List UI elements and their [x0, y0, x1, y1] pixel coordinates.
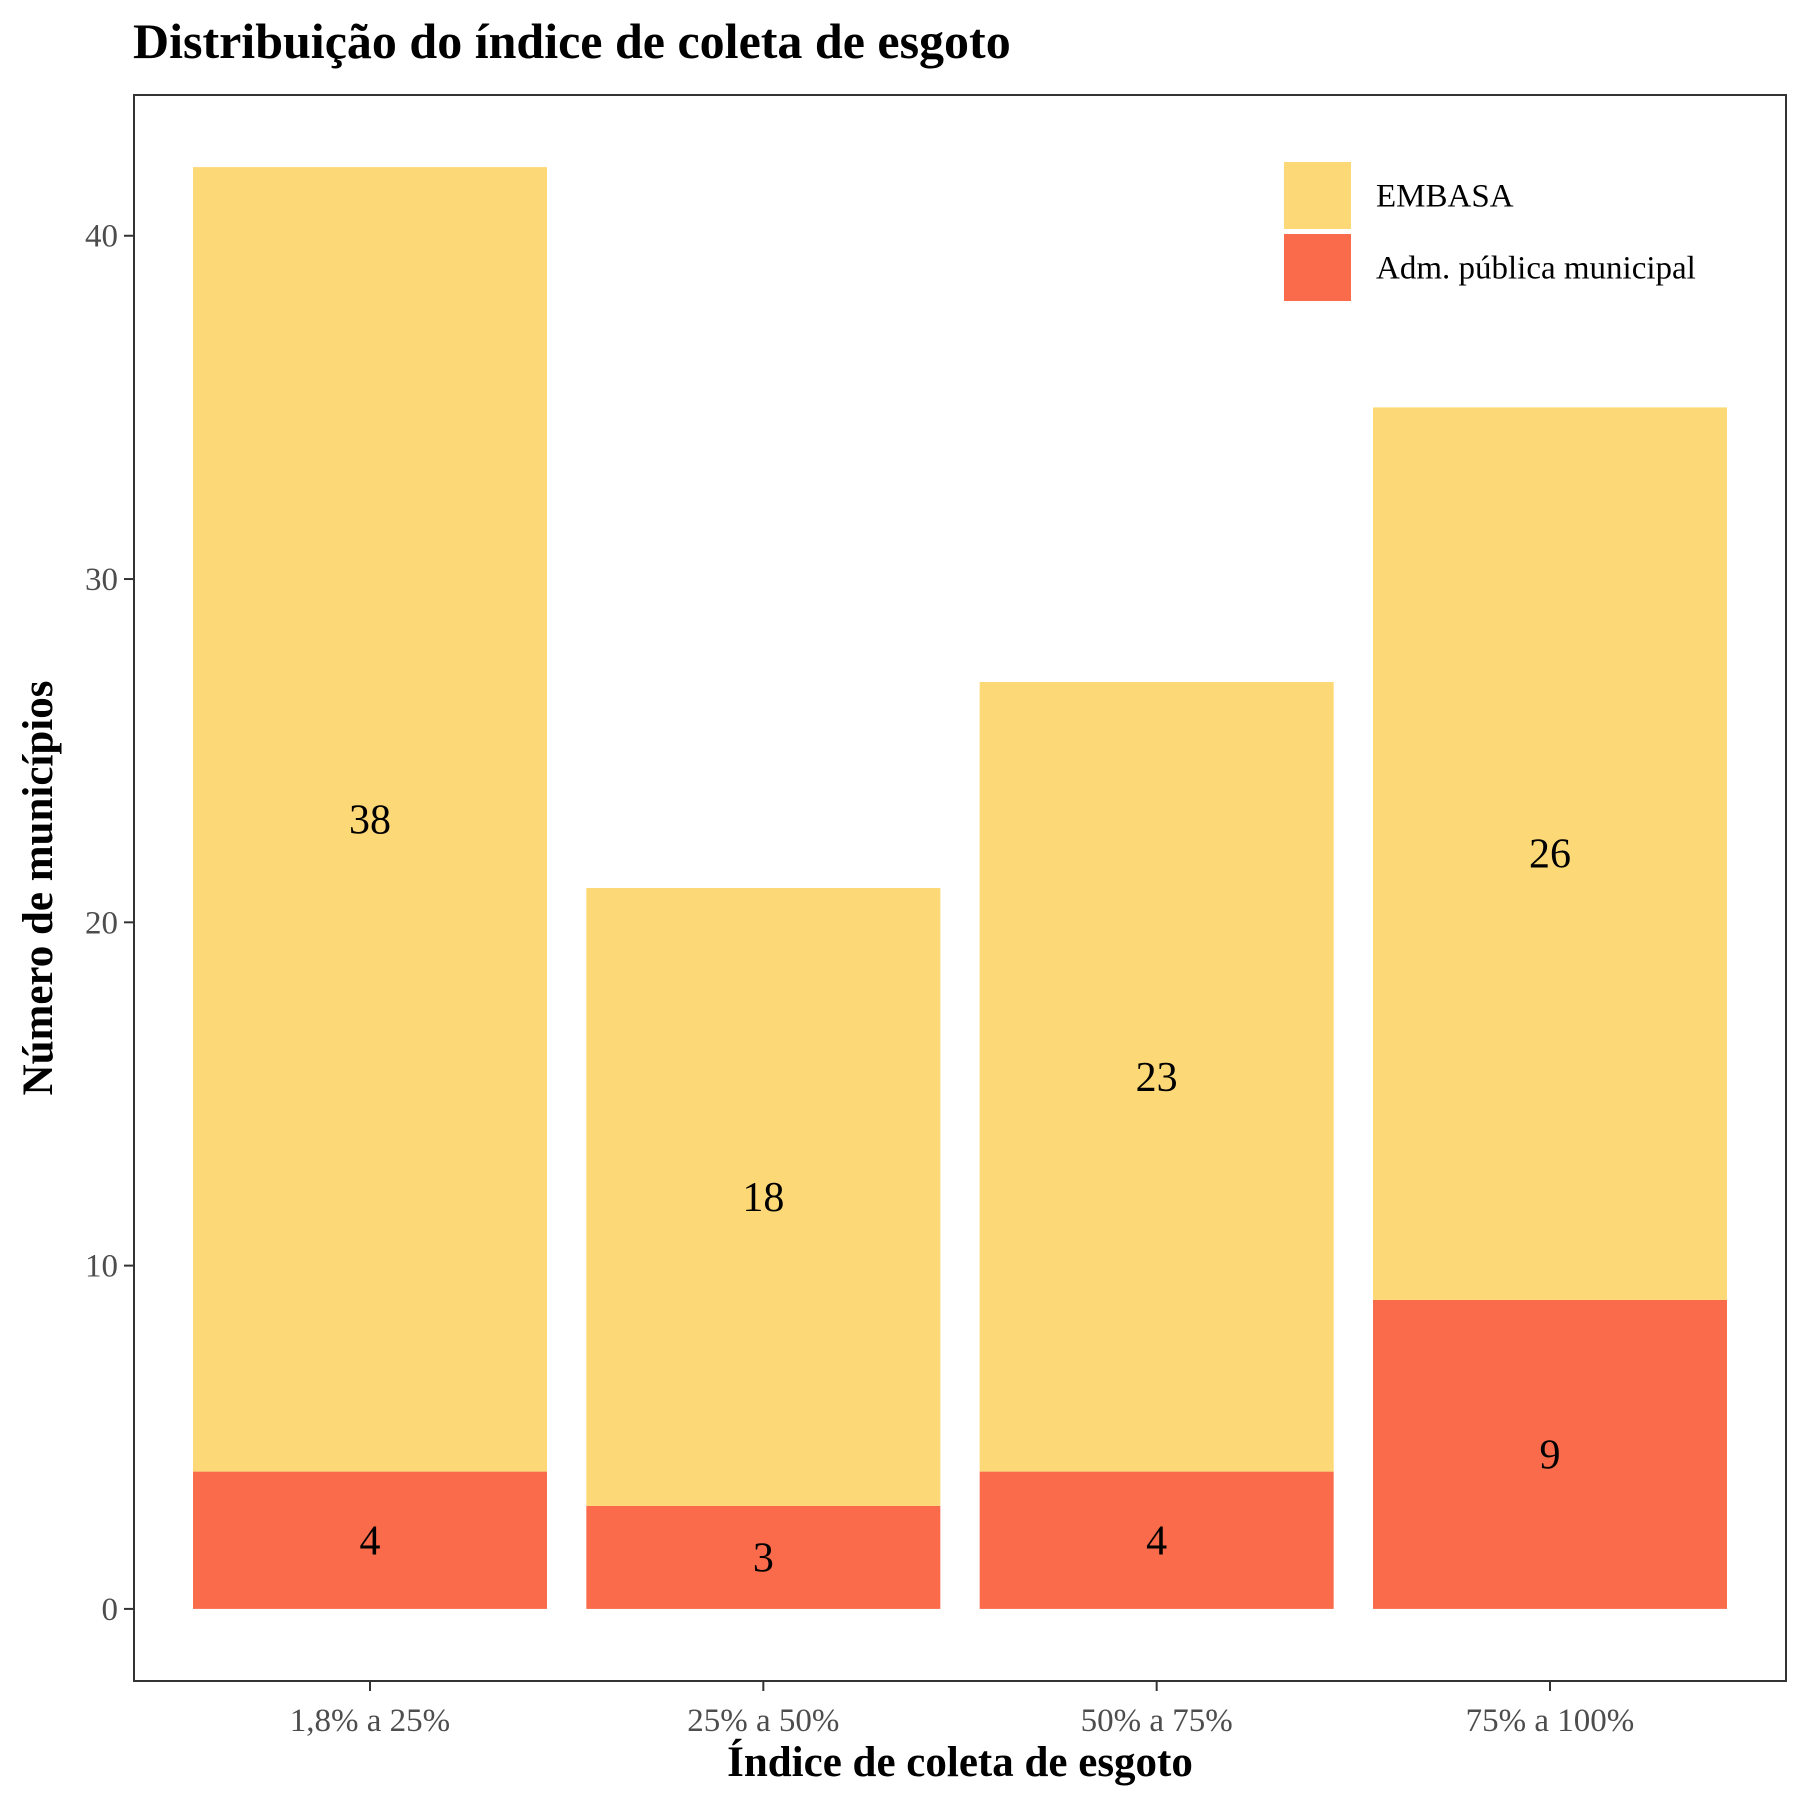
x-tick-label: 50% a 75% [1081, 1703, 1233, 1739]
bar-value-label: 3 [753, 1535, 774, 1581]
bar-segment [1373, 407, 1727, 1300]
x-tick-label: 75% a 100% [1466, 1703, 1635, 1739]
x-axis-title: Índice de coleta de esgoto [727, 1739, 1193, 1786]
y-tick-label: 10 [85, 1249, 118, 1285]
x-axis: 1,8% a 25% 25% a 50% 50% a 75% 75% a 100% [290, 1681, 1635, 1739]
legend-key [1284, 234, 1351, 301]
x-tick-label: 25% a 50% [687, 1703, 839, 1739]
bar-segment [193, 167, 547, 1472]
x-tick-label: 1,8% a 25% [290, 1703, 450, 1739]
legend-label: Adm. pública municipal [1376, 251, 1696, 287]
bar-value-label: 23 [1136, 1055, 1178, 1101]
legend-label: EMBASA [1376, 179, 1514, 215]
chart-title: Distribuição do índice de coleta de esgo… [133, 13, 1011, 69]
legend: EMBASA Adm. pública municipal [1284, 162, 1696, 301]
bar-segment [1373, 1299, 1727, 1609]
y-tick-label: 40 [85, 219, 118, 255]
bar-value-label: 18 [742, 1175, 784, 1221]
y-axis: 0 10 20 30 40 [85, 219, 134, 1628]
y-axis-title: Número de municípios [15, 681, 62, 1096]
bar-segment [193, 1471, 547, 1609]
bar-segment [979, 682, 1334, 1472]
legend-key [1284, 162, 1351, 229]
bar-value-label: 4 [360, 1518, 381, 1564]
bar-segment [979, 1471, 1334, 1609]
bar-value-label: 4 [1146, 1518, 1167, 1564]
bar-value-label: 26 [1529, 832, 1571, 878]
bar-segment [586, 888, 941, 1506]
y-tick-label: 30 [85, 562, 118, 598]
bar-value-label: 9 [1540, 1432, 1561, 1478]
bar-value-label: 38 [349, 797, 391, 843]
bar-segment [586, 1505, 941, 1609]
y-tick-label: 20 [85, 905, 118, 941]
data-labels-layer: 4 38 3 18 4 23 9 26 [349, 797, 1571, 1581]
bars-layer [193, 167, 1727, 1609]
y-tick-label: 0 [102, 1592, 119, 1628]
